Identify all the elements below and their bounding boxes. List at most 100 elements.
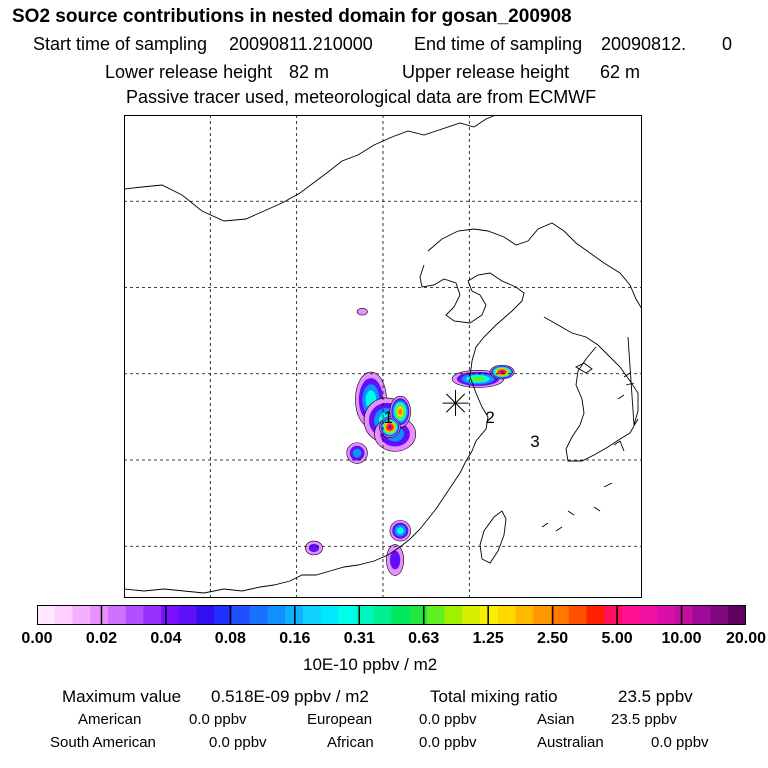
colorbar-swatch — [444, 605, 463, 625]
marker-label: 1 — [383, 408, 392, 427]
region-name-african: African — [327, 734, 374, 751]
colorbar-swatch — [533, 605, 552, 625]
start-time-value: 20090811.210000 — [229, 34, 373, 54]
plume-contour — [500, 371, 504, 374]
grid-layer — [124, 115, 642, 598]
coastline-layer — [124, 115, 642, 594]
colorbar-swatch — [497, 605, 516, 625]
colorbar-swatch — [320, 605, 339, 625]
plume-contour — [308, 543, 320, 553]
plume-contour — [470, 376, 486, 382]
region-name-european: European — [307, 711, 373, 728]
region-value-american: 0.0 ppbv — [189, 711, 247, 728]
end-time-suffix: 0 — [722, 34, 733, 54]
colorbar-tick-label: 0.63 — [408, 630, 440, 647]
plume — [489, 364, 515, 380]
colorbar-swatch — [710, 605, 729, 625]
colorbar-tick-label: 0.08 — [214, 630, 246, 647]
colorbar-swatch — [621, 605, 641, 625]
region-name-american: American — [78, 711, 142, 728]
region-value-south-american: 0.0 ppbv — [209, 734, 267, 751]
colorbar-swatch — [107, 605, 127, 625]
plume-contour — [356, 307, 368, 316]
colorbar-tick-label: 0.02 — [85, 630, 118, 647]
colorbar-swatch — [90, 605, 109, 625]
colorbar-swatch — [568, 605, 587, 625]
coastline-korea-border — [427, 222, 642, 310]
colorbar-swatch — [728, 605, 746, 625]
region-name-asian: Asian — [537, 711, 575, 728]
colorbar-swatch — [54, 605, 73, 625]
plume — [389, 520, 411, 542]
colorbar-tick-label: 1.25 — [472, 630, 504, 647]
colorbar-swatch — [657, 605, 676, 625]
colorbar-swatch — [302, 605, 321, 625]
colorbar-swatch — [480, 605, 499, 625]
colorbar-swatch — [125, 605, 144, 625]
colorbar-swatch — [692, 605, 711, 625]
region-value-african: 0.0 ppbv — [419, 734, 477, 751]
colorbar-tick-label: 5.00 — [601, 630, 633, 647]
coastline-china-east — [124, 264, 525, 594]
colorbar-border — [37, 605, 746, 625]
start-time-label: Start time of sampling — [33, 34, 208, 54]
colorbar-swatch — [72, 605, 91, 625]
marker-label: 2 — [485, 408, 494, 427]
colorbar-tick-label: 10.00 — [661, 630, 702, 647]
colorbar-swatch — [178, 605, 197, 625]
plume — [356, 307, 368, 316]
colorbar-swatch — [143, 605, 162, 625]
colorbar-tick-label: 2.50 — [537, 630, 569, 647]
colorbar-swatch — [161, 605, 180, 625]
total-mixing-value: 23.5 ppbv — [618, 687, 693, 706]
colorbar-swatch — [639, 605, 658, 625]
map-plot: 1 2 3 — [124, 115, 642, 598]
colorbar-swatch — [409, 605, 428, 625]
coastline-korea-peninsula — [543, 316, 639, 462]
coastline-taiwan — [479, 510, 507, 564]
coastline-japan-islands — [541, 372, 635, 532]
marker-layer: 1 2 3 — [383, 408, 539, 451]
coastline-north-border — [124, 115, 497, 222]
plume — [305, 540, 323, 556]
colorbar-swatch — [391, 605, 410, 625]
region-value-australian: 0.0 ppbv — [651, 734, 709, 751]
colorbar-tick-label: 0.04 — [150, 630, 182, 647]
max-value: 0.518E-09 ppbv / m2 — [211, 687, 369, 706]
coastline-jeju — [575, 362, 593, 374]
colorbar — [37, 605, 746, 625]
total-mixing-label: Total mixing ratio — [430, 687, 558, 706]
receptor-star-ray — [445, 393, 466, 413]
plume — [346, 442, 368, 464]
colorbar-swatch — [373, 605, 392, 625]
max-value-label: Maximum value — [62, 687, 182, 706]
colorbar-swatch — [214, 605, 233, 625]
region-name-south-american: South American — [50, 734, 156, 751]
marker-label: 3 — [530, 432, 539, 451]
plume-contour — [389, 550, 401, 570]
region-name-australian: Australian — [537, 734, 604, 751]
plume-contour — [396, 527, 404, 535]
lower-height-value: 82 m — [289, 62, 330, 82]
colorbar-tick-label: 20.00 — [725, 630, 767, 647]
colorbar-swatch — [586, 605, 605, 625]
end-time-value: 20090812. — [601, 34, 687, 54]
tracer-note: Passive tracer used, meteorological data… — [126, 87, 597, 107]
upper-height-value: 62 m — [600, 62, 641, 82]
receptor-star-icon — [442, 390, 469, 417]
lower-height-label: Lower release height — [105, 62, 273, 82]
plume-contour — [388, 425, 392, 429]
region-value-european: 0.0 ppbv — [419, 711, 477, 728]
receptor-layer — [442, 390, 469, 417]
colorbar-unit: 10E-10 ppbv / m2 — [303, 655, 438, 674]
plume — [379, 416, 401, 438]
chart-title: SO2 source contributions in nested domai… — [12, 6, 572, 27]
colorbar-swatch — [196, 605, 215, 625]
plume — [389, 395, 411, 428]
upper-height-label: Upper release height — [402, 62, 570, 82]
colorbar-swatch — [267, 605, 286, 625]
colorbar-tick-label: 0.16 — [279, 630, 311, 647]
plume-contour — [352, 448, 362, 458]
colorbar-swatch — [604, 605, 623, 625]
plume — [386, 544, 405, 576]
